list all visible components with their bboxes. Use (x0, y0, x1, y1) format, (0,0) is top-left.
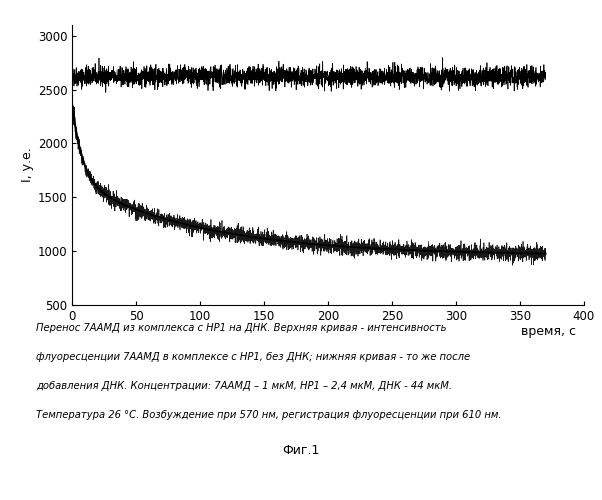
Y-axis label: I, у.е.: I, у.е. (20, 148, 34, 182)
Text: Перенос 7ААМД из комплекса с НР1 на ДНК. Верхняя кривая - интенсивность: Перенос 7ААМД из комплекса с НР1 на ДНК.… (36, 322, 447, 332)
Text: добавления ДНК. Концентрации: 7ААМД – 1 мкМ, НР1 – 2,4 мкМ, ДНК - 44 мкМ.: добавления ДНК. Концентрации: 7ААМД – 1 … (36, 380, 452, 390)
Text: флуоресценции 7ААМД в комплексе с НР1, без ДНК; нижняя кривая - то же после: флуоресценции 7ААМД в комплексе с НР1, б… (36, 352, 470, 362)
X-axis label: время, с: время, с (521, 324, 576, 338)
Text: Температура 26 °С. Возбуждение при 570 нм, регистрация флуоресценции при 610 нм.: Температура 26 °С. Возбуждение при 570 н… (36, 410, 501, 420)
Text: Фиг.1: Фиг.1 (282, 444, 320, 456)
